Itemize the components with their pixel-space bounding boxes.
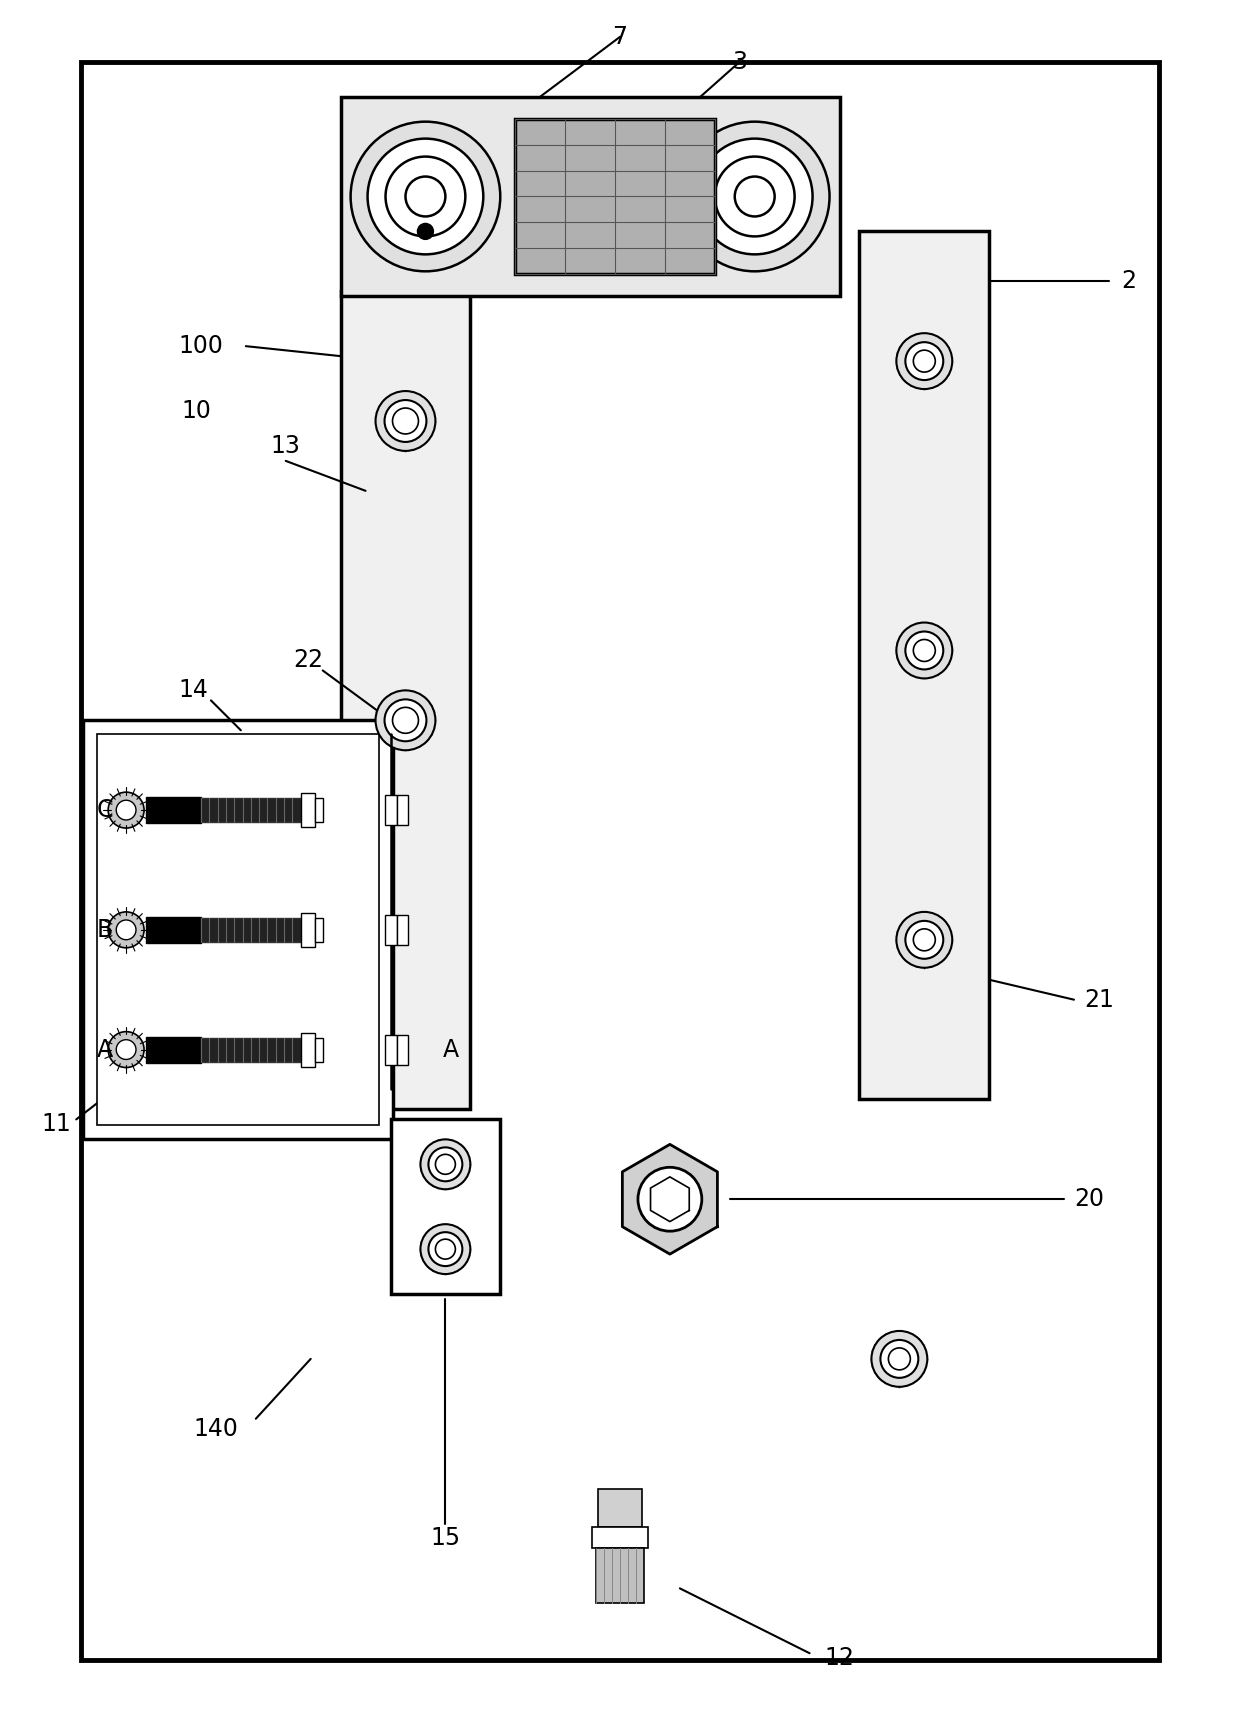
Bar <box>301 913 315 947</box>
Bar <box>341 291 470 1109</box>
Circle shape <box>405 177 445 217</box>
Bar <box>384 914 397 945</box>
Circle shape <box>384 699 427 740</box>
Bar <box>596 1548 644 1603</box>
Circle shape <box>367 139 484 255</box>
Circle shape <box>680 122 830 272</box>
Bar <box>315 797 322 821</box>
Circle shape <box>888 1348 910 1371</box>
Circle shape <box>905 343 944 381</box>
Bar <box>201 1038 301 1061</box>
Text: 100: 100 <box>179 334 223 358</box>
Text: A: A <box>97 1038 113 1061</box>
Circle shape <box>905 921 944 959</box>
Bar <box>201 797 301 821</box>
Text: 11: 11 <box>41 1112 71 1137</box>
Text: 20: 20 <box>1074 1186 1104 1211</box>
Circle shape <box>435 1154 455 1174</box>
Circle shape <box>905 632 944 670</box>
Circle shape <box>429 1147 463 1181</box>
Circle shape <box>351 122 500 272</box>
Text: 10: 10 <box>181 400 211 424</box>
Bar <box>516 119 714 274</box>
Circle shape <box>117 920 136 940</box>
Circle shape <box>880 1340 919 1378</box>
Circle shape <box>117 801 136 820</box>
Text: 12: 12 <box>825 1646 854 1670</box>
Circle shape <box>393 708 418 734</box>
Bar <box>146 797 201 823</box>
Polygon shape <box>622 1145 718 1254</box>
Circle shape <box>697 139 812 255</box>
Circle shape <box>714 157 795 236</box>
Bar <box>384 1035 397 1064</box>
Circle shape <box>384 400 427 443</box>
Bar <box>146 1037 201 1062</box>
Circle shape <box>735 177 775 217</box>
Bar <box>591 1526 649 1548</box>
Bar <box>315 918 322 942</box>
Circle shape <box>637 1168 702 1231</box>
Bar <box>859 231 990 1099</box>
Bar <box>384 796 397 825</box>
Circle shape <box>418 224 434 239</box>
Bar <box>301 1033 315 1066</box>
Circle shape <box>393 408 418 434</box>
Text: A: A <box>443 1038 459 1061</box>
Circle shape <box>897 623 952 678</box>
Bar <box>598 1488 642 1526</box>
Bar <box>397 796 408 825</box>
Bar <box>397 914 408 945</box>
Circle shape <box>435 1240 455 1259</box>
Circle shape <box>872 1331 928 1386</box>
Circle shape <box>429 1233 463 1266</box>
Text: C: C <box>97 797 113 821</box>
Text: 2: 2 <box>1121 269 1136 293</box>
Circle shape <box>420 1140 470 1190</box>
Bar <box>201 918 301 942</box>
Circle shape <box>386 157 465 236</box>
Text: 140: 140 <box>193 1417 238 1441</box>
Circle shape <box>914 350 935 372</box>
Bar <box>146 916 201 944</box>
Bar <box>81 62 1159 1660</box>
Text: B: B <box>97 918 113 942</box>
Bar <box>97 734 378 1126</box>
Circle shape <box>117 1040 136 1059</box>
Text: 13: 13 <box>270 434 300 458</box>
Circle shape <box>108 1031 144 1068</box>
Circle shape <box>376 391 435 451</box>
Circle shape <box>914 928 935 951</box>
Circle shape <box>897 913 952 968</box>
Bar <box>301 794 315 827</box>
Text: 21: 21 <box>1084 988 1114 1013</box>
Text: 14: 14 <box>179 678 208 703</box>
Bar <box>397 1035 408 1064</box>
Circle shape <box>420 1224 470 1274</box>
Bar <box>341 96 839 296</box>
Circle shape <box>108 792 144 828</box>
Text: 22: 22 <box>294 649 324 673</box>
Bar <box>83 720 393 1140</box>
Text: 3: 3 <box>733 50 748 74</box>
Text: 15: 15 <box>430 1526 460 1550</box>
Circle shape <box>914 639 935 661</box>
Text: 7: 7 <box>613 24 627 48</box>
Circle shape <box>108 913 144 947</box>
Circle shape <box>897 332 952 389</box>
Bar <box>315 1038 322 1061</box>
Bar <box>391 1119 500 1293</box>
Circle shape <box>376 691 435 751</box>
